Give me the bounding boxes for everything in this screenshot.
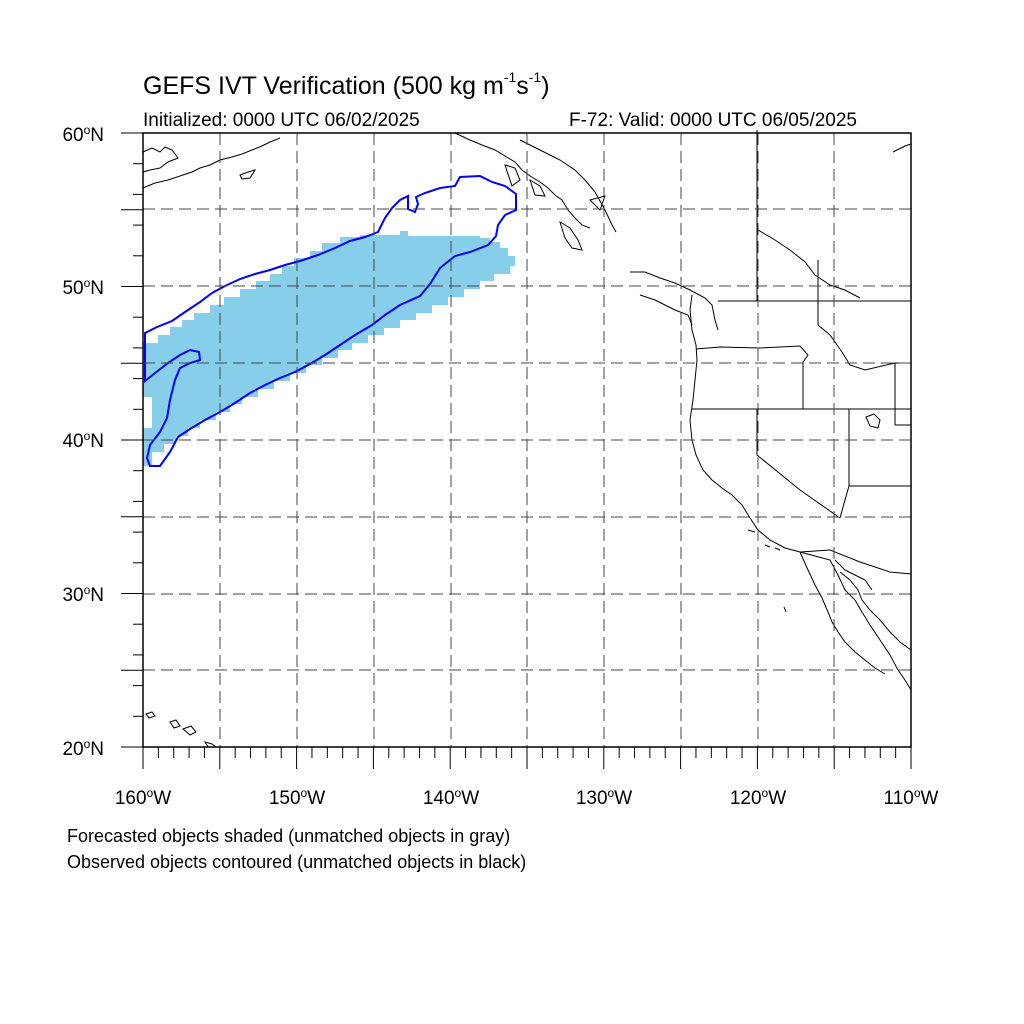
lon-label-150w: 150oW (269, 786, 325, 809)
forecast-ivt-object (143, 231, 515, 466)
lat-label-20: 20oN (62, 737, 104, 760)
title-close: ) (541, 72, 550, 100)
graticule (143, 133, 911, 747)
coastlines (142, 132, 912, 748)
lat-label-40: 40oN (62, 429, 104, 452)
footnote-observed: Observed objects contoured (unmatched ob… (67, 852, 527, 872)
title-unit-s: s (516, 72, 529, 100)
map-title: GEFS IVT Verification (500 kg m-1s-1) (143, 69, 550, 101)
title-exponent-1: -1 (503, 69, 517, 85)
title-exponent-2: -1 (528, 69, 542, 85)
axis-ticks (121, 132, 912, 769)
lat-label-30: 30oN (62, 583, 104, 606)
lon-label-160w: 160oW (115, 786, 171, 809)
initialized-time: Initialized: 0000 UTC 06/02/2025 (143, 110, 420, 131)
latitude-labels: 20oN 30oN 40oN 50oN 60oN (62, 123, 104, 760)
valid-time: F-72: Valid: 0000 UTC 06/05/2025 (569, 110, 857, 131)
state-boundaries (692, 130, 912, 575)
lon-label-110w: 110oW (884, 786, 939, 809)
title-text: GEFS IVT Verification (500 kg m (143, 72, 504, 100)
lat-label-60: 60oN (62, 123, 104, 146)
footnote-forecast: Forecasted objects shaded (unmatched obj… (67, 826, 511, 846)
lon-label-140w: 140oW (423, 786, 479, 809)
lon-label-120w: 120oW (730, 786, 786, 809)
lat-label-50: 50oN (62, 276, 104, 299)
lon-label-130w: 130oW (576, 786, 632, 809)
observed-ivt-contour (144, 174, 517, 467)
longitude-labels: 160oW 150oW 140oW 130oW 120oW 110oW (115, 786, 939, 809)
